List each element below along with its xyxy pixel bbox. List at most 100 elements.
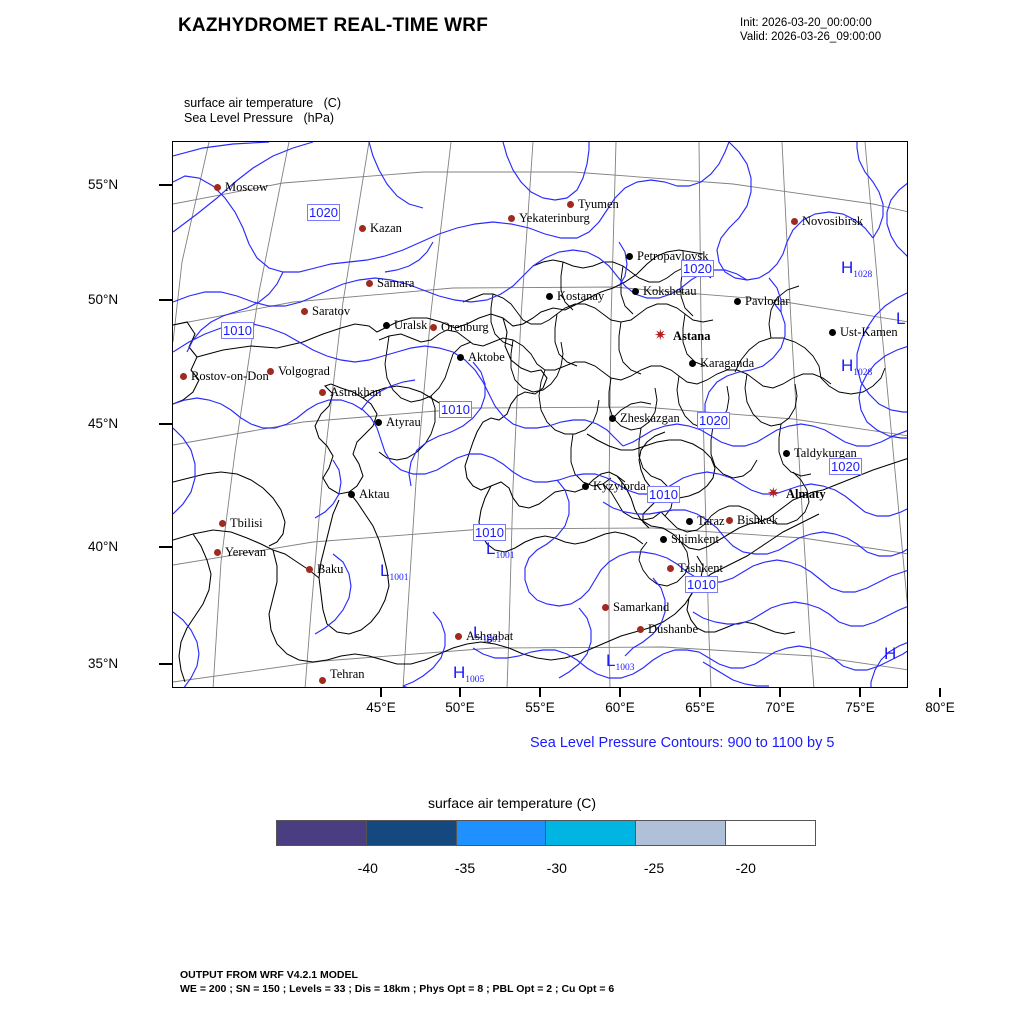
pressure-center-value: 1001: [495, 551, 515, 562]
city-marker-tyumen: [567, 201, 574, 208]
lat-tick-mark-35: [159, 663, 172, 665]
city-marker-kokshetau: [632, 288, 639, 295]
pressure-center-value: 1003: [615, 663, 635, 674]
city-label-volgograd: Volgograd: [278, 364, 330, 378]
capital-star-astana: ✷: [654, 327, 667, 344]
lon-tick-mark-70: [779, 688, 781, 697]
city-label-saratov: Saratov: [312, 304, 351, 318]
lon-tick-label-45: 45°E: [366, 700, 396, 715]
colorbar-swatch-5: [726, 821, 815, 845]
city-marker-karaganda: [689, 360, 696, 367]
lon-tick-label-50: 50°E: [445, 700, 475, 715]
pressure-center-value: 1028: [853, 270, 873, 281]
colorbar-title: surface air temperature (C): [427, 795, 597, 811]
city-label-pavlodar: Pavlodar: [745, 294, 790, 308]
lon-tick-label-75: 75°E: [845, 700, 875, 715]
city-label-astana: Astana: [673, 329, 711, 343]
city-label-dushanbe: Dushanbe: [648, 622, 698, 636]
city-marker-kyzylorda: [582, 483, 589, 490]
pressure-center-high-1028-upper: H1028: [841, 258, 873, 281]
city-label-ust-kamen: Ust-Kamen: [840, 325, 898, 339]
contour-label-1010-w: 1010: [221, 322, 254, 339]
city-marker-yerevan: [214, 549, 221, 556]
city-marker-ust-kamen: [829, 329, 836, 336]
city-marker-samarkand: [602, 604, 609, 611]
city-label-tyumen: Tyumen: [578, 197, 619, 211]
city-marker-tehran: [319, 677, 326, 684]
city-marker-tashkent: [667, 565, 674, 572]
contour-label-1020-n: 1020: [681, 260, 714, 277]
lon-tick-mark-65: [699, 688, 701, 697]
colorbar-swatch-2: [456, 821, 547, 845]
city-marker-kazan: [359, 225, 366, 232]
lon-tick-label-80: 80°E: [925, 700, 955, 715]
colorbar-tick--30: -30: [546, 860, 567, 876]
city-label-yekaterinburg: Yekaterinburg: [519, 211, 590, 225]
lon-tick-mark-75: [859, 688, 861, 697]
city-marker-atyrau: [375, 419, 382, 426]
city-label-aktobe: Aktobe: [468, 350, 505, 364]
city-label-rostov-on-don: Rostov-on-Don: [191, 369, 269, 383]
city-label-astrakhan: Astrakhan: [330, 385, 382, 399]
pressure-center-value: 1001: [482, 635, 502, 646]
city-marker-zheskazgan: [609, 415, 616, 422]
lon-tick-label-60: 60°E: [605, 700, 635, 715]
pressure-center-low-1001-s: L1001: [473, 623, 502, 646]
city-label-aktau: Aktau: [359, 487, 390, 501]
city-marker-kostanay: [546, 293, 553, 300]
city-label-kokshetau: Kokshetau: [643, 284, 697, 298]
pressure-center-value: 1028: [853, 368, 873, 379]
colorbar-tick--25: -25: [643, 860, 665, 876]
city-label-samarkand: Samarkand: [613, 600, 670, 614]
lon-tick-mark-55: [539, 688, 541, 697]
lat-tick-mark-50: [159, 299, 172, 301]
city-marker-yekaterinburg: [508, 215, 515, 222]
contour-label-1010-sw: 1010: [473, 524, 506, 541]
city-marker-taldykurgan: [783, 450, 790, 457]
pressure-center-low-1001-c: L1001: [486, 539, 515, 562]
city-label-orenburg: Orenburg: [441, 320, 489, 334]
slp-contour-caption: Sea Level Pressure Contours: 900 to 1100…: [530, 735, 835, 751]
city-marker-pavlodar: [734, 298, 741, 305]
city-label-almaty: Almaty: [786, 487, 826, 501]
colorbar-swatch-0: [277, 821, 367, 845]
city-label-kazan: Kazan: [370, 221, 402, 235]
temperature-colorbar[interactable]: [276, 820, 816, 846]
city-marker-taraz: [686, 518, 693, 525]
city-label-kyzylorda: Kyzylorda: [593, 479, 646, 493]
colorbar-tick--35: -35: [454, 860, 476, 876]
lon-tick-label-65: 65°E: [685, 700, 715, 715]
city-marker-volgograd: [267, 368, 274, 375]
map-plot-area[interactable]: Moscow Kazan Yekaterinburg Tyumen Novosi…: [172, 141, 908, 688]
pressure-center-low-1003: L1003: [606, 651, 635, 674]
city-marker-ashgabat: [455, 633, 462, 640]
lon-tick-label-55: 55°E: [525, 700, 555, 715]
lat-tick-mark-40: [159, 546, 172, 548]
city-label-karaganda: Karaganda: [700, 356, 755, 370]
lat-tick-mark-45: [159, 423, 172, 425]
city-label-zheskazgan: Zheskazgan: [620, 411, 680, 425]
field-caption: surface air temperature (C) Sea Level Pr…: [184, 96, 341, 125]
contour-label-1010-s: 1010: [647, 486, 680, 503]
colorbar-tick-labels: -40 -35 -30 -25 -20: [276, 860, 816, 880]
city-marker-shimkent: [660, 536, 667, 543]
contour-label-1020-cc: 1020: [697, 412, 730, 429]
city-label-tashkent: Tashkent: [678, 561, 723, 575]
contour-label-1010-se: 1010: [685, 576, 718, 593]
coastline-and-borders: [173, 249, 907, 683]
city-label-ashgabat: Ashgabat: [466, 629, 514, 643]
pressure-center-value: 1001: [389, 573, 409, 584]
city-label-yerevan: Yerevan: [225, 545, 267, 559]
city-marker-rostov-on-don: [180, 373, 187, 380]
page-title: KAZHYDROMET REAL-TIME WRF: [178, 15, 489, 36]
city-marker-astrakhan: [319, 389, 326, 396]
city-label-petropavlovsk: Petropavlovsk: [637, 249, 709, 263]
pressure-center-low-east: L: [896, 309, 906, 328]
colorbar-swatch-1: [366, 821, 457, 845]
colorbar-tick--40: -40: [357, 860, 378, 876]
pressure-center-high-se: H: [884, 644, 897, 663]
city-marker-orenburg: [430, 324, 437, 331]
city-label-bishkek: Bishkek: [737, 513, 778, 527]
lon-tick-mark-60: [619, 688, 621, 697]
city-label-moscow: Moscow: [225, 180, 269, 194]
